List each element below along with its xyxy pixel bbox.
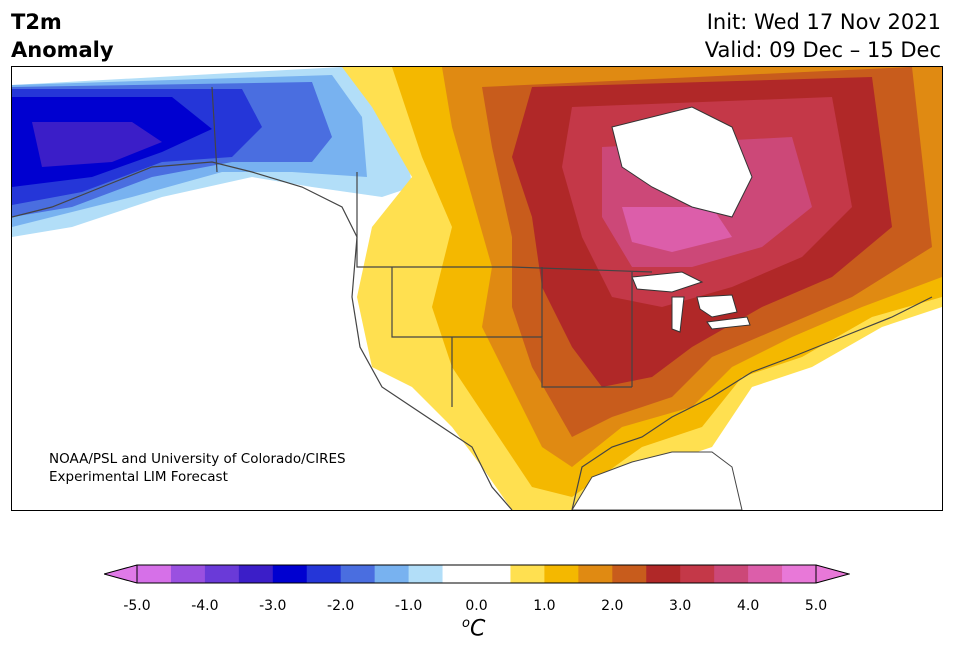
colorbar-tick-label: 5.0	[804, 598, 828, 614]
colorbar-cell	[442, 565, 477, 583]
colorbar-cell	[340, 565, 376, 583]
colorbar-cell	[272, 565, 308, 583]
colorbar-tick-label: -1.0	[394, 598, 423, 614]
valid-date: Valid: 09 Dec – 15 Dec	[704, 38, 941, 62]
colorbar-cell	[612, 565, 647, 583]
colorbar-cells	[137, 565, 817, 583]
colorbar	[104, 564, 850, 584]
map-canvas	[12, 67, 942, 510]
colorbar-cell	[782, 565, 817, 583]
colorbar-cell	[646, 565, 681, 583]
colorbar-cell	[748, 565, 783, 583]
colorbar-tick-label: -3.0	[259, 598, 287, 614]
unit-prefix: o	[462, 616, 470, 631]
boundaries	[12, 86, 933, 510]
colorbar-cell	[306, 565, 342, 583]
colorbar-cell	[238, 565, 274, 583]
colorbar-cell	[204, 565, 240, 583]
colorbar-cell	[714, 565, 749, 583]
colorbar-outline-low	[104, 564, 138, 584]
hudson-bay	[611, 106, 753, 218]
colorbar-outline	[136, 564, 817, 584]
title-line-2: Anomaly	[11, 38, 114, 62]
colorbar-cell	[680, 565, 715, 583]
colorbar-cell	[408, 565, 444, 583]
warm-anomaly-region	[342, 67, 942, 510]
forecast-dates: Init: Wed 17 Nov 2021 Valid: 09 Dec – 15…	[705, 8, 941, 64]
colorbar-cell	[137, 565, 172, 583]
init-date: Init: Wed 17 Nov 2021	[706, 10, 941, 34]
map-title: T2m Anomaly	[11, 8, 114, 64]
colorbar-cell	[544, 565, 579, 583]
colorbar-tick-label: -4.0	[191, 598, 219, 614]
colorbar-cell	[170, 565, 206, 583]
colorbar-outline-high	[815, 564, 850, 584]
colorbar-tick-label: -5.0	[123, 598, 151, 614]
credit-line-1: NOAA/PSL and University of Colorado/CIRE…	[49, 451, 346, 467]
colorbar-tick-label: 1.0	[533, 598, 556, 614]
colorbar-tick-label: 4.0	[736, 598, 760, 614]
colorbar-cell	[578, 565, 613, 583]
colorbar-tick-label: -2.0	[327, 598, 355, 614]
colorbar-extend-high	[816, 565, 849, 583]
colorbar-tick-label: 2.0	[601, 598, 624, 614]
credit-line-2: Experimental LIM Forecast	[49, 469, 228, 485]
colorbar-cell	[374, 565, 410, 583]
great-lakes	[631, 271, 751, 333]
colorbar-cell	[510, 565, 545, 583]
colorbar-extend-low	[104, 565, 137, 583]
colorbar-cell	[476, 565, 511, 583]
credit-text: NOAA/PSL and University of Colorado/CIRE…	[49, 450, 346, 486]
title-line-1: T2m	[11, 10, 62, 34]
cold-anomaly-region	[12, 67, 412, 237]
anomaly-map: NOAA/PSL and University of Colorado/CIRE…	[11, 66, 943, 511]
gulf-of-mexico	[571, 451, 743, 510]
colorbar-unit: oC	[462, 616, 485, 641]
colorbar-tick-label: 3.0	[669, 598, 692, 614]
colorbar-tick-label: 0.0	[465, 598, 488, 614]
unit-label: C	[469, 616, 486, 642]
colorbar-tick-labels: -5.0 -4.0 -3.0 -2.0 -1.0 0.0 1.0 2.0 3.0 4.0 5.0	[0, 598, 953, 618]
